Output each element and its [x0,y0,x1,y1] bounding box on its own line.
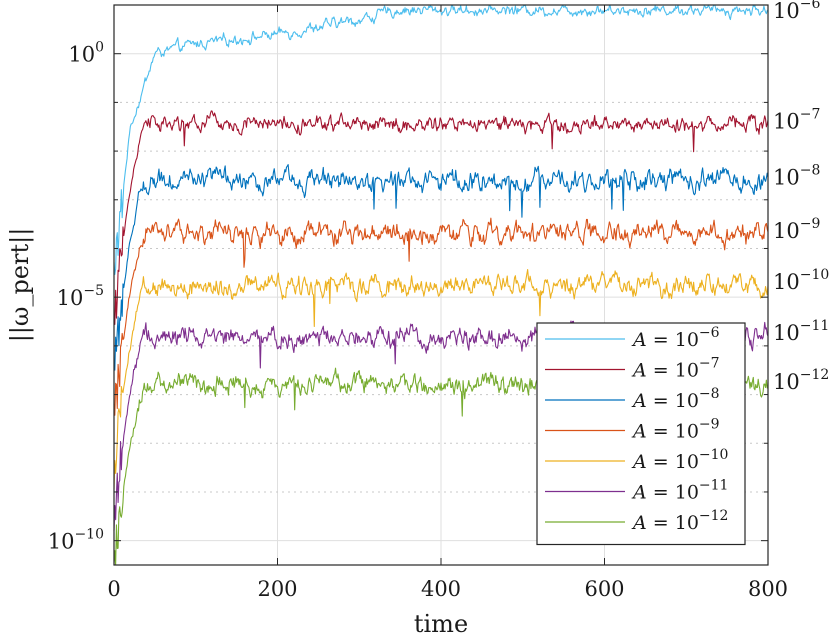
x-axis: 0 200 400 600 800 [107,5,788,601]
x-tick-label: 600 [584,577,624,601]
x-tick-label: 400 [421,577,461,601]
x-tick-label: 800 [748,577,788,601]
legend-label: A = 10−12 [631,508,728,534]
amplitude-label: 10−8 [773,162,820,189]
x-tick-label: 0 [107,577,120,601]
series-line [113,110,769,325]
amplitude-annotations: 10−6 10−7 10−8 10−9 10−10 10−11 10−12 [773,0,829,394]
amplitude-label: 10−10 [773,267,829,294]
legend-label: A = 10−6 [631,325,720,351]
series-line [113,164,769,371]
series-line [113,217,769,416]
y-tick-label: 10−10 [48,527,104,554]
amplitude-label: 10−9 [773,216,820,243]
legend-label: A = 10−7 [631,356,720,382]
amplitude-label: 10−11 [773,318,829,345]
amplitude-label: 10−12 [773,367,829,394]
y-tick-label: 100 [68,40,104,67]
legend-label: A = 10−8 [631,386,720,412]
y-axis: 100 10−5 10−10 [48,4,768,554]
amplitude-label: 10−7 [773,106,820,133]
legend-label: A = 10−9 [631,417,720,443]
legend-box [536,322,746,546]
legend: A = 10−6 A = 10−7 A = 10−8 A = 10−9 A = 10−1… [536,322,746,546]
series-line [113,269,769,490]
x-tick-label: 200 [257,577,297,601]
x-axis-label: time [414,610,468,637]
legend-label: A = 10−11 [631,478,728,504]
amplitude-label: 10−6 [773,0,820,23]
legend-label: A = 10−10 [631,447,728,473]
y-tick-label: 10−5 [57,283,104,310]
minor-gridlines [114,101,768,493]
y-axis-label: ||ω_pert|| [6,228,35,343]
